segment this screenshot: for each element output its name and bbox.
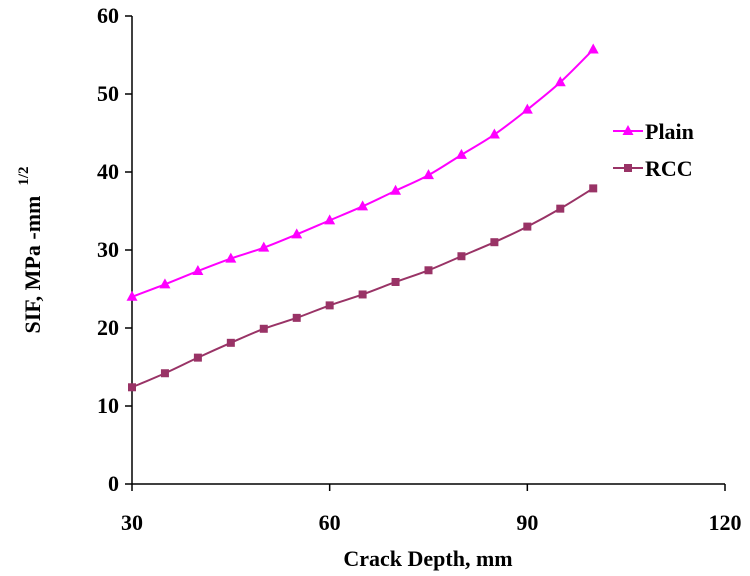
data-point-plain	[521, 103, 533, 114]
data-point-plain	[423, 169, 434, 180]
legend-item-rcc: RCC	[613, 156, 693, 181]
data-point-rcc	[292, 313, 301, 322]
series-plain	[126, 43, 599, 301]
data-point-rcc	[523, 222, 532, 231]
data-point-plain	[225, 252, 237, 263]
data-point-plain	[488, 128, 500, 139]
data-point-plain	[357, 200, 369, 211]
svg-text:SIF, MPa -mm1/2: SIF, MPa -mm 1/2	[16, 166, 45, 333]
legend-label-plain: Plain	[645, 119, 694, 144]
data-point-plain	[587, 43, 599, 54]
data-point-plain	[554, 76, 566, 87]
y-tick-label: 0	[108, 471, 119, 496]
legend-label-rcc: RCC	[645, 156, 693, 181]
series-plain-line	[131, 48, 594, 298]
x-tick-label: 60	[319, 510, 341, 535]
data-point-rcc	[128, 383, 136, 392]
y-tick-label: 30	[97, 237, 119, 262]
data-point-plain	[291, 228, 303, 239]
data-point-plain	[258, 241, 270, 252]
data-point-rcc	[589, 184, 598, 193]
y-tick-label: 20	[97, 315, 119, 340]
legend-marker-plain	[622, 125, 634, 135]
y-tick-label: 60	[97, 3, 119, 28]
y-tick-label: 40	[97, 159, 119, 184]
data-point-rcc	[490, 238, 499, 247]
data-point-plain	[390, 184, 402, 195]
y-axis-title-group: SIF, MPa -mm 1/2	[16, 166, 45, 333]
series-rcc	[128, 184, 598, 392]
data-point-rcc	[259, 324, 268, 333]
x-tick-label: 30	[121, 510, 143, 535]
y-tick-label: 10	[97, 393, 119, 418]
x-tick-label: 90	[516, 510, 538, 535]
data-point-rcc	[226, 338, 235, 347]
data-point-rcc	[457, 252, 466, 261]
data-point-rcc	[193, 353, 202, 362]
data-point-rcc	[358, 290, 367, 299]
series-layer	[126, 43, 599, 392]
legend-item-plain: Plain	[613, 119, 694, 144]
legend-marker-rcc	[624, 164, 632, 172]
x-axis-ticks: 30 60 90 120	[121, 484, 742, 535]
data-point-plain	[324, 214, 336, 225]
y-tick-label: 50	[97, 81, 119, 106]
data-point-plain	[455, 148, 467, 159]
data-point-rcc	[160, 369, 169, 378]
x-tick-label: 120	[709, 510, 742, 535]
y-axis-title: SIF, MPa -mm	[20, 196, 45, 334]
data-point-rcc	[325, 301, 334, 310]
data-point-plain	[159, 278, 171, 289]
data-point-plain	[126, 290, 138, 301]
data-point-rcc	[556, 204, 565, 213]
x-axis-title: Crack Depth, mm	[343, 546, 512, 571]
data-point-plain	[192, 265, 204, 276]
legend: Plain RCC	[613, 119, 694, 181]
y-axis-title-superscript: 1/2	[16, 166, 32, 185]
data-point-rcc	[424, 266, 433, 275]
data-point-rcc	[391, 277, 400, 286]
y-axis-ticks: 0 10 20 30 40 50 60	[97, 3, 132, 496]
chart-axes	[131, 16, 725, 485]
